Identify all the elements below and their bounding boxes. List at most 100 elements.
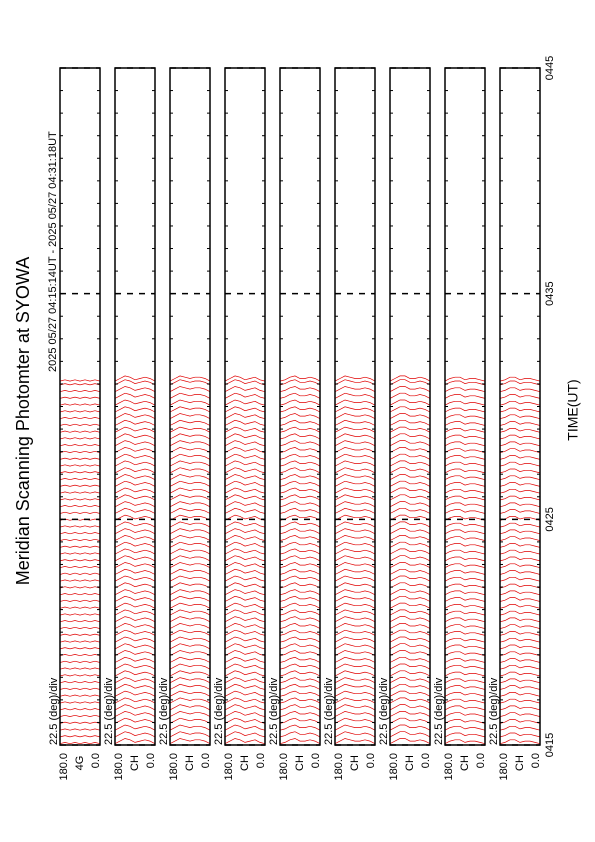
scan-trace xyxy=(169,650,211,657)
scan-trace xyxy=(59,559,101,562)
scan-trace xyxy=(279,663,321,670)
panel-frame xyxy=(444,67,486,746)
scan-trace xyxy=(444,529,486,535)
angle-tick-label: 180.0 xyxy=(223,753,235,781)
scan-trace xyxy=(59,471,101,474)
scan-trace xyxy=(114,663,156,670)
scan-trace xyxy=(114,487,156,494)
scan-trace xyxy=(224,514,266,521)
scan-trace xyxy=(389,724,431,731)
scan-trace xyxy=(499,712,541,717)
scan-trace xyxy=(224,548,266,555)
angle-tick-label: 180.0 xyxy=(498,753,510,781)
scan-trace xyxy=(499,461,541,467)
scan-trace xyxy=(389,406,431,413)
scan-trace xyxy=(334,629,376,636)
scan-trace xyxy=(499,495,541,501)
scan-trace xyxy=(59,681,101,684)
scan-trace xyxy=(114,494,156,501)
angle-tick-label: 0.0 xyxy=(530,753,542,768)
scan-trace xyxy=(279,616,321,623)
panel-frame xyxy=(389,67,431,746)
scale-label: 22.5 (deg)/div xyxy=(488,677,500,745)
scan-trace xyxy=(334,392,376,399)
scan-trace xyxy=(279,568,321,575)
scan-trace xyxy=(279,453,321,460)
scan-trace xyxy=(499,631,541,636)
scan-trace xyxy=(389,440,431,447)
scan-trace xyxy=(389,711,431,717)
scan-trace xyxy=(114,440,156,447)
scan-trace xyxy=(499,644,541,650)
scan-trace xyxy=(224,447,266,453)
scan-trace xyxy=(444,739,486,745)
scan-trace xyxy=(334,738,376,745)
scan-trace xyxy=(224,650,266,657)
scale-label: 22.5 (deg)/div xyxy=(378,677,390,745)
angle-tick-label: 180.0 xyxy=(333,753,345,781)
scan-trace xyxy=(389,399,431,406)
scan-trace xyxy=(389,697,431,704)
scan-trace xyxy=(59,383,101,386)
scan-trace xyxy=(224,474,266,481)
scan-trace xyxy=(334,399,376,406)
scan-trace xyxy=(444,516,486,521)
scan-trace xyxy=(444,434,486,440)
scan-trace xyxy=(389,521,431,528)
scan-trace xyxy=(444,380,486,386)
scan-trace xyxy=(114,717,156,724)
scan-trace xyxy=(114,507,156,514)
scan-trace xyxy=(499,739,541,745)
scan-trace xyxy=(334,413,376,420)
panel-name: CH xyxy=(239,755,251,771)
scan-trace xyxy=(169,541,211,548)
scan-trace xyxy=(499,658,541,663)
angle-tick-label: 180.0 xyxy=(113,753,125,781)
scan-trace xyxy=(114,650,156,657)
scan-trace xyxy=(389,609,431,616)
scan-trace xyxy=(334,494,376,501)
scan-trace xyxy=(169,392,211,399)
scan-trace xyxy=(59,552,101,555)
scan-trace xyxy=(444,658,486,663)
scan-trace xyxy=(444,705,486,711)
scan-trace xyxy=(224,413,266,420)
scan-trace xyxy=(279,541,321,548)
scan-trace xyxy=(279,575,321,582)
scan-trace xyxy=(114,623,156,629)
scan-trace xyxy=(169,629,211,636)
scan-trace xyxy=(389,494,431,501)
scan-trace xyxy=(114,629,156,636)
scan-trace xyxy=(444,732,486,738)
scan-trace xyxy=(279,494,321,501)
scan-trace xyxy=(224,738,266,745)
scan-trace xyxy=(114,521,156,528)
scan-trace xyxy=(59,430,101,433)
scan-trace xyxy=(334,375,376,382)
scan-trace xyxy=(499,380,541,386)
scan-trace xyxy=(59,735,101,738)
angle-tick-label: 0.0 xyxy=(200,753,212,768)
scan-trace xyxy=(444,644,486,650)
scan-trace xyxy=(499,482,541,487)
scan-trace xyxy=(334,460,376,467)
scan-trace xyxy=(169,562,211,569)
scan-trace xyxy=(334,643,376,650)
scan-trace xyxy=(224,683,266,690)
scan-trace xyxy=(114,711,156,717)
scale-label: 22.5 (deg)/div xyxy=(48,677,60,745)
scan-trace xyxy=(59,701,101,704)
scan-trace xyxy=(59,457,101,460)
scan-trace xyxy=(444,671,486,677)
scan-trace xyxy=(334,406,376,413)
scan-trace xyxy=(279,535,321,541)
scan-trace xyxy=(444,712,486,717)
scan-trace xyxy=(499,624,541,629)
scan-trace xyxy=(59,633,101,636)
scan-trace xyxy=(169,413,211,420)
panel-name: CH xyxy=(459,755,471,771)
scan-trace xyxy=(59,654,101,657)
scan-trace xyxy=(389,426,431,433)
scan-trace xyxy=(169,731,211,738)
scan-trace xyxy=(224,602,266,609)
